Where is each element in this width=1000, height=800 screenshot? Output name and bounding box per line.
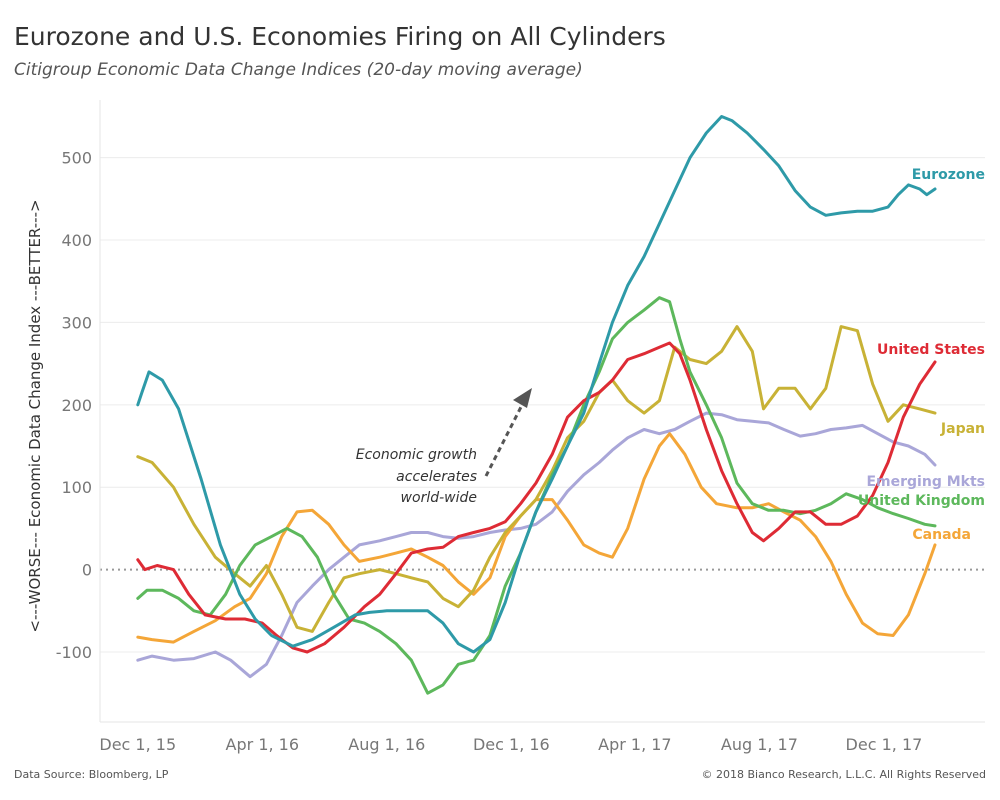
series-label-canada: Canada	[912, 527, 971, 543]
series-line-united-states	[136, 341, 937, 654]
x-tick-label: Aug 1, 16	[348, 735, 425, 754]
series-label-japan: Japan	[940, 421, 985, 437]
series-line-emerging-mkts	[136, 411, 937, 679]
series-label-united-kingdom: United Kingdom	[858, 493, 985, 509]
x-tick-label: Dec 1, 16	[473, 735, 550, 754]
series-line-canada	[136, 432, 937, 644]
series-labels: Eurozone United States Japan Emerging Mkts U…	[858, 167, 985, 543]
series-label-eurozone: Eurozone	[912, 167, 985, 183]
annotation-text: accelerates	[396, 469, 477, 485]
x-tick-label: Dec 1, 17	[846, 735, 923, 754]
annotation-text: Economic growth	[356, 447, 477, 463]
y-tick-label: 500	[61, 149, 92, 168]
y-tick-label: 100	[61, 478, 92, 497]
y-tick-label: 400	[61, 231, 92, 250]
y-axis-title: <---WORSE--- Economic Data Change Index …	[26, 199, 44, 632]
axes: -100 0 100 200 300 400 500 Dec 1, 15 Apr 1, 16 Au…	[26, 100, 985, 754]
y-tick-label: 0	[82, 561, 92, 580]
data-source-note: Data Source: Bloomberg, LP	[14, 768, 169, 781]
series-label-united-states: United States	[877, 342, 985, 358]
chart-subtitle: Citigroup Economic Data Change Indices (…	[14, 60, 583, 80]
annotation-arrow-head	[513, 388, 532, 408]
y-tick-label: 200	[61, 396, 92, 415]
y-tick-label: -100	[56, 643, 92, 662]
x-tick-label: Apr 1, 16	[226, 735, 299, 754]
copyright-note: © 2018 Bianco Research, L.L.C. All Right…	[701, 768, 986, 781]
series-line-eurozone	[136, 115, 937, 654]
series-label-emerging-mkts: Emerging Mkts	[866, 474, 985, 490]
series-line-japan	[136, 325, 937, 633]
annotation-text: world-wide	[401, 490, 477, 506]
y-tick-label: 300	[61, 313, 92, 332]
annotation: Economic growth accelerates world-wide	[356, 388, 532, 506]
x-tick-label: Dec 1, 15	[99, 735, 176, 754]
series-line-united-kingdom	[136, 296, 937, 695]
series-lines	[136, 115, 937, 695]
x-tick-label: Apr 1, 17	[598, 735, 671, 754]
annotation-arrow-shaft	[484, 402, 525, 477]
chart-title: Eurozone and U.S. Economies Firing on Al…	[14, 22, 666, 51]
x-tick-label: Aug 1, 17	[721, 735, 798, 754]
